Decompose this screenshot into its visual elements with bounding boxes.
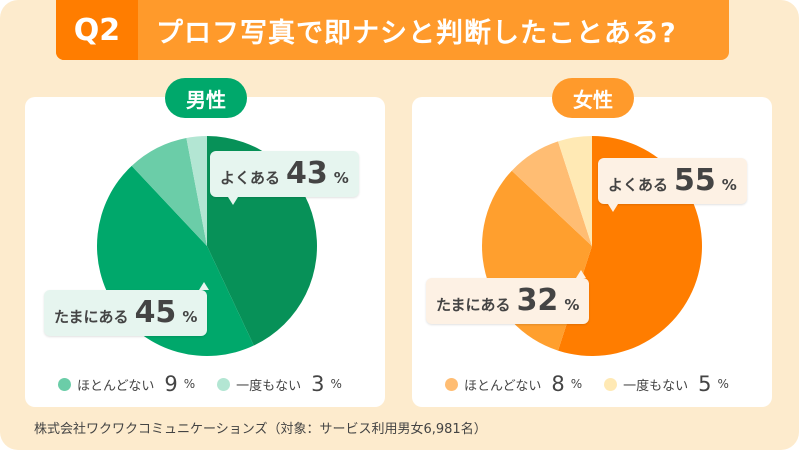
callout-value: 32 — [516, 283, 559, 318]
callout-label: よくある — [220, 169, 281, 187]
callout-value: 55 — [674, 163, 716, 198]
callout-female-often: よくある 55% — [598, 158, 747, 212]
callout-female-sometimes: たまにある 32% — [426, 270, 590, 324]
source-note: 株式会社ワクワクコミュニケーションズ（対象：サービス利用男女6,981名） — [34, 422, 487, 437]
callout-value: 45 — [134, 295, 177, 330]
callout-unit: % — [721, 176, 737, 194]
female-badge: 女性 — [552, 78, 634, 118]
legend-label: 一度もない — [623, 378, 689, 394]
pie-slice-male-2 — [131, 137, 207, 246]
pie-slice-male-3 — [186, 136, 207, 246]
callout-male-often: よくある 43% — [210, 151, 359, 205]
pie-slice-female-3 — [558, 136, 592, 246]
callout-value: 43 — [286, 156, 328, 191]
legend-value: 5 — [698, 372, 712, 396]
male-legend: ほとんどない 9% 一度もない 3% — [58, 372, 358, 396]
legend-swatch — [217, 377, 231, 391]
legend-label: ほとんどない — [77, 378, 155, 394]
legend-swatch — [58, 377, 71, 391]
legend-unit: % — [183, 377, 196, 391]
legend-unit: % — [330, 377, 342, 391]
legend-swatch — [604, 377, 618, 391]
callout-unit: % — [182, 308, 198, 326]
callout-unit: % — [564, 296, 580, 314]
legend-label: ほとんどない — [464, 378, 542, 394]
pie-slice-female-2 — [511, 141, 592, 246]
legend-label: 一度もない — [236, 378, 302, 394]
callout-unit: % — [333, 169, 349, 187]
legend-unit: % — [717, 377, 729, 391]
title-bar: Q2 プロフ写真で即ナシと判断したことある? — [56, 0, 729, 60]
legend-value: 9 — [164, 372, 178, 396]
callout-label: たまにある — [54, 308, 129, 326]
legend-unit: % — [570, 377, 583, 391]
male-badge: 男性 — [165, 78, 247, 118]
female-legend: ほとんどない 8% 一度もない 5% — [445, 372, 745, 396]
question-number: Q2 — [56, 0, 138, 60]
legend-value: 8 — [551, 372, 565, 396]
question-title: プロフ写真で即ナシと判断したことある? — [156, 17, 677, 49]
callout-male-sometimes: たまにある 45% — [44, 282, 209, 336]
callout-label: よくある — [608, 176, 669, 194]
callout-label: たまにある — [436, 296, 511, 314]
legend-value: 3 — [311, 372, 325, 396]
legend-swatch — [445, 377, 458, 391]
